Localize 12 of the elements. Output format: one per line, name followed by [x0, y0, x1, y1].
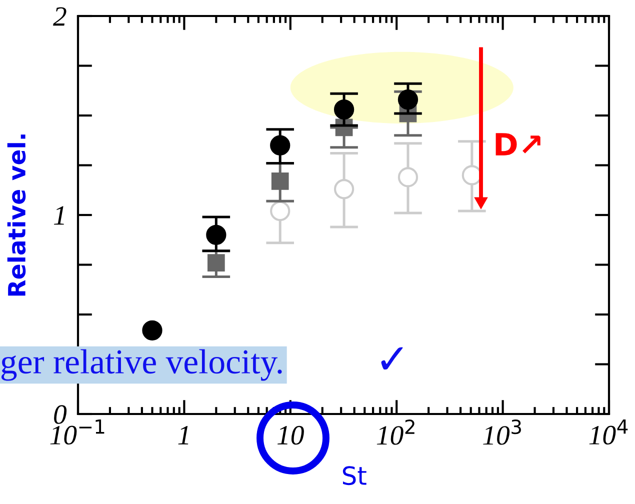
annotation: D↗	[496, 133, 540, 156]
annotation: ger relative velocity.	[1, 349, 282, 381]
x-tick-label: 10$^{2}$	[376, 419, 414, 445]
x-tick-label: 10	[278, 426, 304, 445]
y-tick-label: 1	[54, 206, 64, 225]
x-tick-label: 1	[178, 426, 188, 444]
x-axis-title: St	[342, 466, 366, 486]
y-axis-title: Relative vel.	[7, 134, 26, 296]
x-tick-label: 10$^{4}$	[589, 419, 628, 445]
y-tick-label: 2	[53, 7, 66, 26]
x-tick-label: 10$^{3}$	[483, 419, 521, 445]
annotation: ✓	[381, 347, 403, 370]
